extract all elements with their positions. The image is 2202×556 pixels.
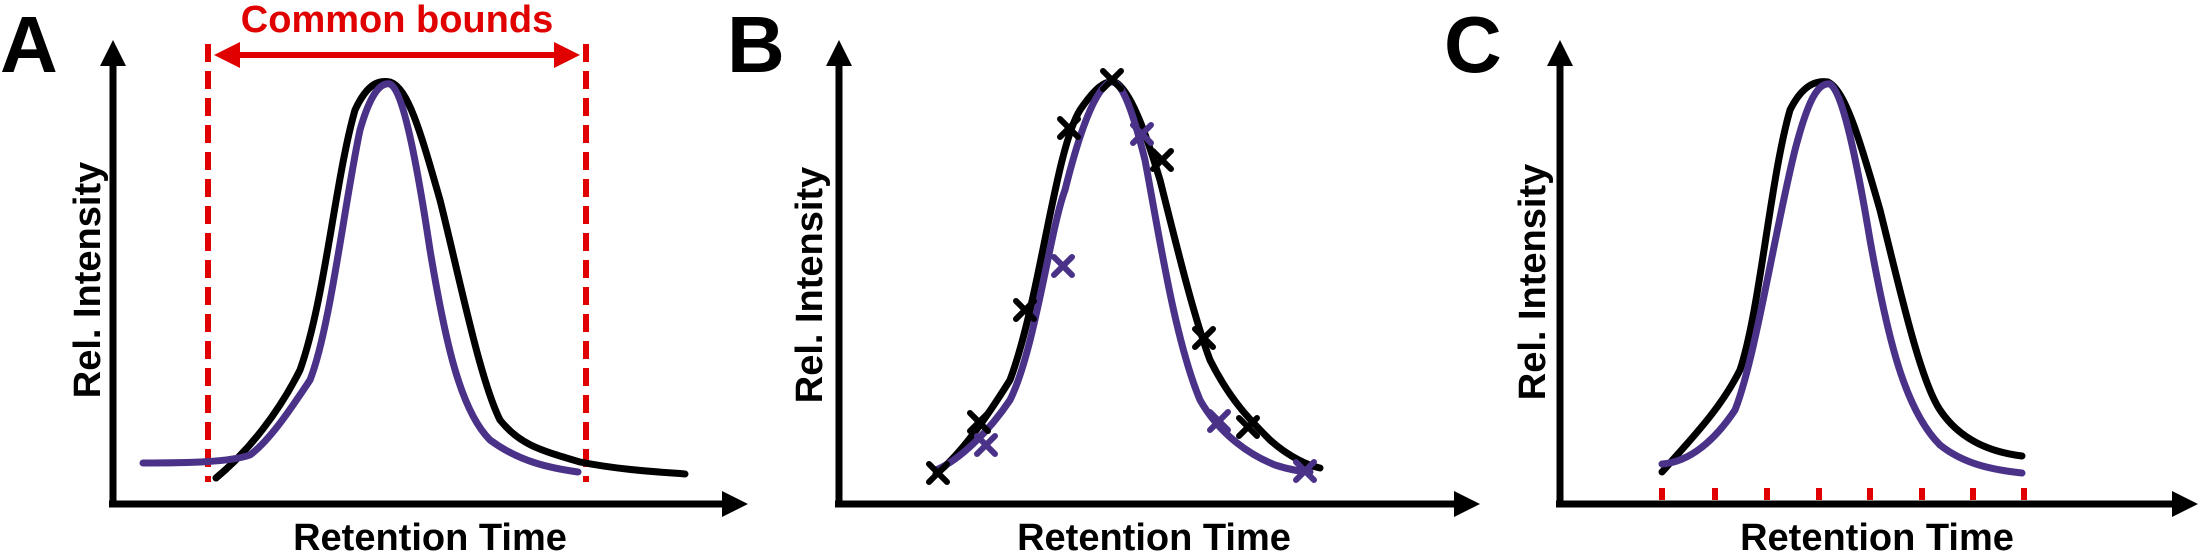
black-x-marker <box>1100 68 1124 92</box>
panel-a-y-label: Rel. Intensity <box>67 162 109 399</box>
panel-c-black-trace <box>1658 78 2026 476</box>
black-x-marker <box>1192 326 1216 350</box>
panel-c: C Rel. Intensity Retention Time <box>1444 0 2198 556</box>
black-x-marker <box>1013 298 1037 322</box>
purple-x-marker <box>1051 254 1075 278</box>
panel-a-black-trace <box>212 77 689 482</box>
panel-a-bounds-arrowhead-right <box>554 42 580 68</box>
panel-a-purple-trace <box>139 80 582 476</box>
panel-a-bounds-label: Common bounds <box>241 0 553 41</box>
panel-a-x-axis-arrowhead <box>722 491 748 517</box>
panel-b-x-axis-arrowhead <box>1454 491 1480 517</box>
panel-c-x-axis-arrowhead <box>2172 491 2198 517</box>
panel-c-letter: C <box>1444 0 1502 89</box>
purple-x-marker <box>1130 122 1154 146</box>
purple-x-marker <box>1293 459 1317 483</box>
panel-a-letter: A <box>0 0 58 89</box>
panel-b-letter: B <box>727 0 785 89</box>
panel-c-purple-trace <box>1658 80 2026 477</box>
panel-c-y-label: Rel. Intensity <box>1512 164 1554 401</box>
panel-b: B Rel. Intensity Retention Time <box>727 0 1480 556</box>
panel-c-sampling-ticks <box>1659 488 2027 500</box>
panel-c-x-label: Retention Time <box>1740 517 2014 556</box>
purple-x-marker <box>974 433 998 457</box>
panel-a-y-axis-arrowhead <box>100 40 126 66</box>
panel-b-black-markers <box>926 68 1260 485</box>
black-x-marker <box>1150 148 1174 172</box>
panel-b-y-label: Rel. Intensity <box>789 167 831 404</box>
panel-b-purple-markers <box>974 122 1317 483</box>
black-x-marker <box>1057 116 1081 140</box>
panel-a-x-label: Retention Time <box>293 517 567 556</box>
panel-b-x-label: Retention Time <box>1017 517 1291 556</box>
panel-c-y-axis-arrowhead <box>1547 40 1573 66</box>
black-x-marker <box>926 461 950 485</box>
panel-b-y-axis-arrowhead <box>826 40 852 66</box>
black-x-marker <box>967 410 991 434</box>
panel-a: A Rel. Intensity Retention Time Common b… <box>0 0 748 556</box>
black-x-marker <box>1236 415 1260 439</box>
panel-a-bounds-arrowhead-left <box>214 42 240 68</box>
purple-x-marker <box>1207 409 1231 433</box>
panel-b-black-trace <box>932 78 1324 478</box>
